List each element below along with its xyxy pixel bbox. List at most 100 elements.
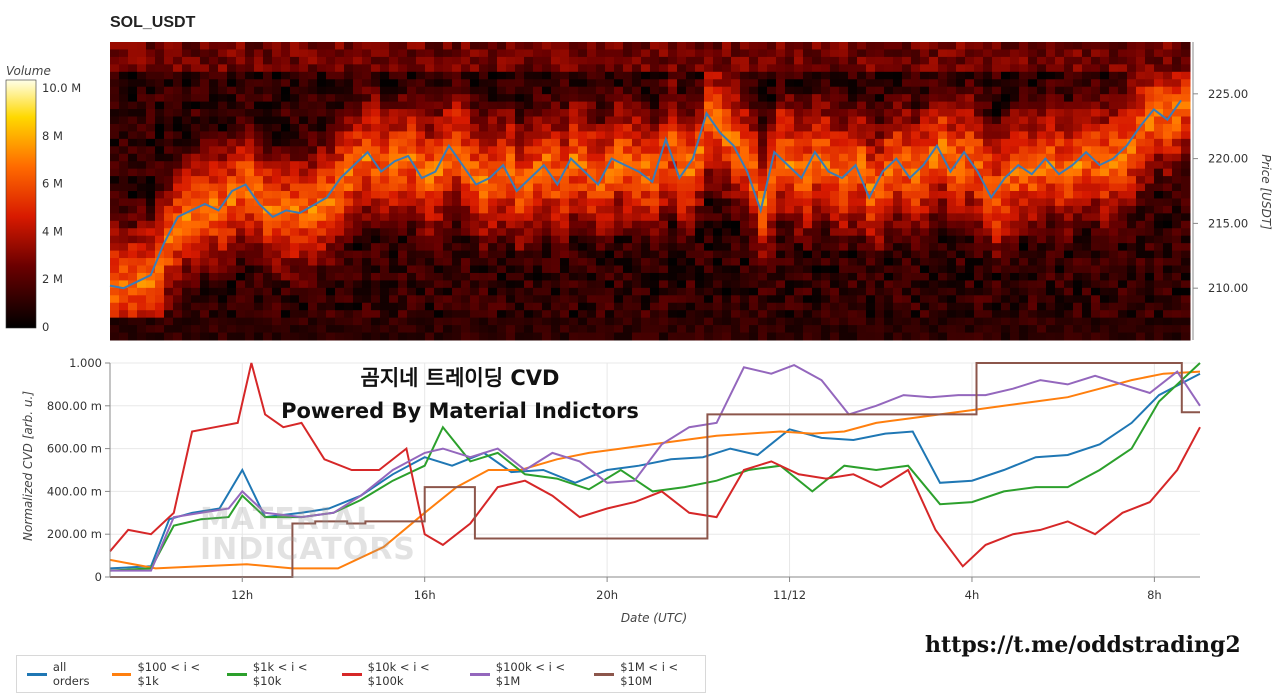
heatmap-cell xyxy=(362,191,372,199)
heatmap-cell xyxy=(704,146,714,155)
heatmap-cell xyxy=(1046,153,1056,162)
heatmap-cell xyxy=(236,243,246,252)
heatmap-cell xyxy=(281,243,291,252)
heatmap-cell xyxy=(326,235,336,244)
legend-item[interactable]: $100k < i < $1M xyxy=(469,660,584,688)
heatmap-cell xyxy=(533,64,543,73)
heatmap-cell xyxy=(704,213,714,222)
heatmap-cell xyxy=(749,138,759,147)
heatmap-cell xyxy=(119,317,129,326)
heatmap-cell xyxy=(1136,146,1146,155)
heatmap-cell xyxy=(920,168,930,177)
heatmap-cell xyxy=(245,325,255,334)
heatmap-cell xyxy=(839,64,849,73)
heatmap-cell xyxy=(353,287,363,296)
heatmap-cell xyxy=(515,123,525,132)
heatmap-cell xyxy=(1118,243,1128,252)
heatmap-cell xyxy=(857,183,867,192)
legend-item[interactable]: $1k < i < $10k xyxy=(226,660,332,688)
heatmap-cell xyxy=(164,310,174,319)
heatmap-cell xyxy=(722,191,732,199)
heatmap-cell xyxy=(1163,302,1173,311)
heatmap-cell xyxy=(929,42,939,50)
heatmap-cell xyxy=(155,302,165,311)
heatmap-cell xyxy=(209,258,219,266)
heatmap-cell xyxy=(839,146,849,155)
heatmap-cell xyxy=(632,146,642,155)
legend-item[interactable]: all orders xyxy=(27,660,102,688)
heatmap-cell xyxy=(677,302,687,311)
heatmap-cell xyxy=(488,183,498,192)
heatmap-cell xyxy=(578,205,588,214)
heatmap-cell xyxy=(506,79,516,88)
heatmap-cell xyxy=(560,258,570,266)
heatmap-cell xyxy=(416,213,426,222)
legend-item[interactable]: $10k < i < $100k xyxy=(341,660,460,688)
heatmap-cell xyxy=(245,176,255,185)
heatmap-cell xyxy=(1127,295,1137,304)
heatmap-cell xyxy=(722,272,732,281)
heatmap-cell xyxy=(731,64,741,73)
heatmap-cell xyxy=(1019,265,1029,274)
telegram-link[interactable]: https://t.me/oddstrading2 xyxy=(925,632,1241,658)
heatmap-cell xyxy=(1118,250,1128,259)
heatmap-cell xyxy=(182,86,192,95)
heatmap-cell xyxy=(992,131,1002,140)
heatmap-cell xyxy=(236,101,246,110)
heatmap-cell xyxy=(785,228,795,237)
heatmap-cell xyxy=(1073,250,1083,259)
cvd-series-line xyxy=(110,364,1201,572)
heatmap-cell xyxy=(236,94,246,103)
heatmap-cell xyxy=(632,101,642,110)
cvd-series-line xyxy=(110,362,1200,578)
heatmap-cell xyxy=(542,138,552,147)
heatmap-cell xyxy=(776,146,786,155)
heatmap-cell xyxy=(110,176,120,185)
heatmap-cell xyxy=(722,325,732,334)
heatmap-cell xyxy=(218,131,228,140)
heatmap-cell xyxy=(650,79,660,88)
heatmap-cell xyxy=(281,220,291,229)
heatmap-cell xyxy=(1010,49,1020,58)
heatmap-cell xyxy=(947,116,957,125)
heatmap-cell xyxy=(245,153,255,162)
heatmap-cell xyxy=(1154,79,1164,88)
heatmap-cell xyxy=(407,176,417,185)
heatmap-cell xyxy=(299,101,309,110)
heatmap-cell xyxy=(569,287,579,296)
heatmap-cell xyxy=(830,176,840,185)
heatmap-cell xyxy=(911,191,921,199)
heatmap-cell xyxy=(128,310,138,319)
heatmap-cell xyxy=(1028,49,1038,58)
heatmap-cell xyxy=(290,94,300,103)
heatmap-cell xyxy=(398,146,408,155)
heatmap-cell xyxy=(209,317,219,326)
heatmap-cell xyxy=(299,332,309,341)
legend-item[interactable]: $100 < i < $1k xyxy=(111,660,217,688)
cvd-x-tick-label: 16h xyxy=(414,588,436,602)
heatmap-cell xyxy=(245,116,255,125)
heatmap-cell xyxy=(605,191,615,199)
heatmap-cell xyxy=(614,332,624,341)
heatmap-cell xyxy=(272,168,282,177)
legend-item[interactable]: $1M < i < $10M xyxy=(594,660,705,688)
heatmap-cell xyxy=(443,71,453,80)
heatmap-cell xyxy=(218,183,228,192)
heatmap-cell xyxy=(1154,213,1164,222)
heatmap-cell xyxy=(1010,235,1020,244)
heatmap-cell xyxy=(443,213,453,222)
heatmap-cell xyxy=(929,79,939,88)
heatmap-cell xyxy=(758,109,768,117)
heatmap-cell xyxy=(1028,280,1038,289)
heatmap-cell xyxy=(308,258,318,266)
heatmap-cell xyxy=(335,138,345,147)
heatmap-cell xyxy=(515,49,525,58)
heatmap-cell xyxy=(1109,205,1119,214)
heatmap-cell xyxy=(884,79,894,88)
heatmap-cell xyxy=(866,49,876,58)
heatmap-cell xyxy=(920,332,930,341)
heatmap-cell xyxy=(272,295,282,304)
heatmap-cell xyxy=(830,131,840,140)
heatmap-cell xyxy=(776,131,786,140)
colorbar-tick-label: 2 M xyxy=(42,272,63,286)
